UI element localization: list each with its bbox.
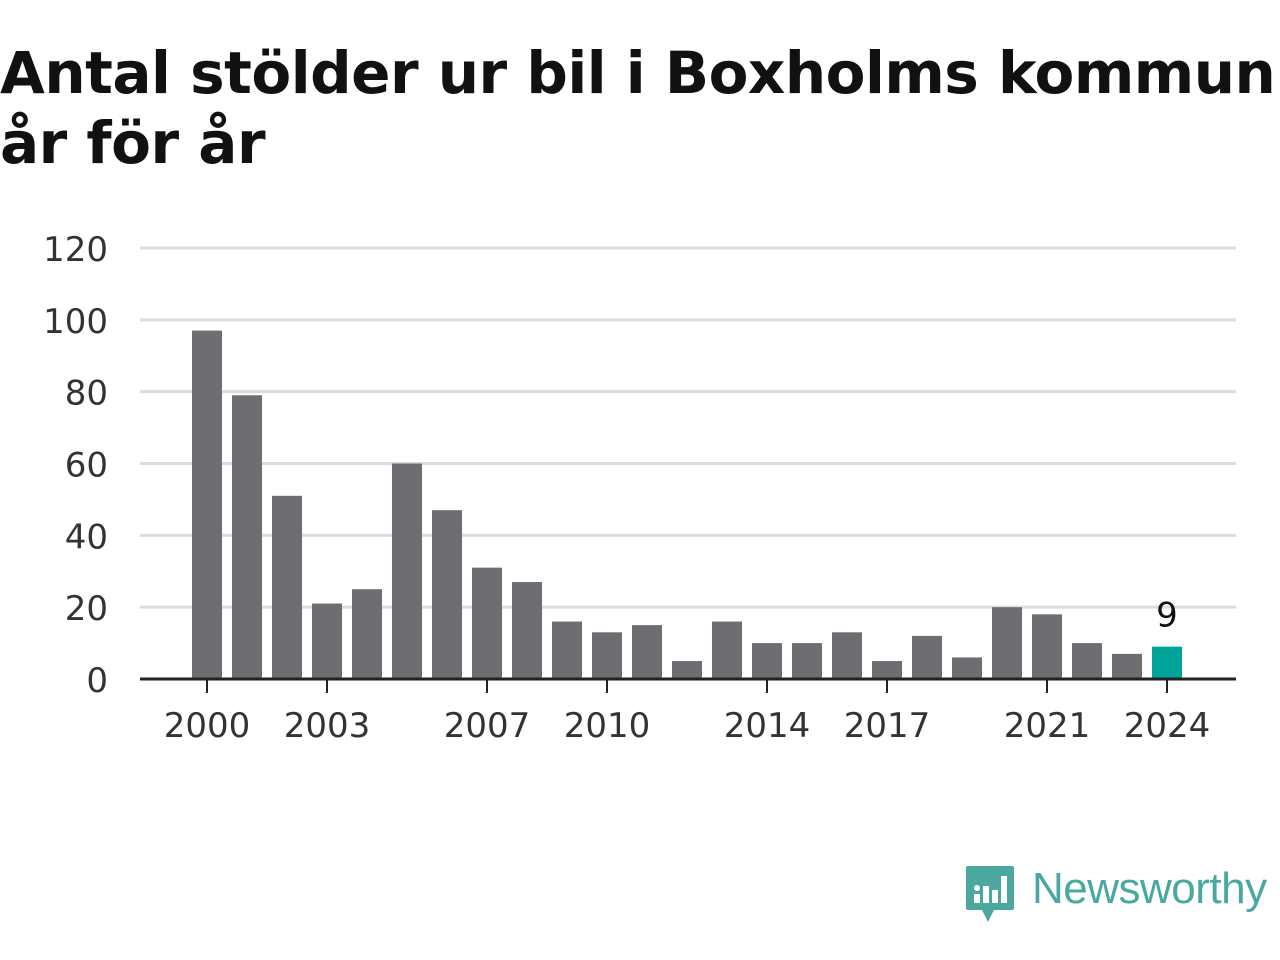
bar-2010 — [592, 632, 622, 679]
brand-logo: Newsworthy — [964, 864, 1267, 928]
bar-2000 — [192, 330, 222, 679]
bar-2019 — [952, 657, 982, 679]
y-tick-label: 80 — [65, 374, 108, 414]
y-tick-label: 120 — [43, 230, 108, 270]
bar-2005 — [392, 463, 422, 679]
brand-name: Newsworthy — [1032, 864, 1267, 913]
y-tick-label: 0 — [86, 661, 108, 701]
y-axis-ticks: 0 20 40 60 80 100 120 — [43, 230, 108, 701]
bar-2017 — [872, 661, 902, 679]
bar-2012 — [672, 661, 702, 679]
newsworthy-logo-icon — [966, 866, 1014, 922]
bar-2008 — [512, 582, 542, 679]
y-tick-label: 100 — [43, 302, 108, 342]
bar-2015 — [792, 643, 822, 679]
chart-title: Antal stölder ur bil i Boxholms kommun å… — [0, 39, 1276, 177]
bar-2023 — [1112, 653, 1142, 679]
bar-2006 — [432, 510, 462, 679]
bar-2016 — [832, 632, 862, 679]
x-axis-ticks: 2000 2003 2007 2010 2014 2017 2021 2024 — [164, 679, 1211, 746]
data-label-2024: 9 — [1156, 596, 1178, 636]
x-tick-label: 2007 — [444, 706, 531, 746]
bar-2001 — [232, 395, 262, 679]
bar-2018 — [912, 635, 942, 679]
bar-2009 — [552, 621, 582, 679]
y-tick-label: 40 — [65, 517, 108, 557]
data-labels: 9 — [1156, 596, 1178, 636]
bar-2013 — [712, 621, 742, 679]
x-tick-label: 2024 — [1124, 706, 1211, 746]
bar-2004 — [352, 589, 382, 679]
y-tick-label: 60 — [65, 446, 108, 486]
x-tick-label: 2000 — [164, 706, 251, 746]
bar-2024 — [1152, 646, 1182, 679]
bar-2020 — [992, 607, 1022, 679]
x-tick-label: 2017 — [844, 706, 931, 746]
y-tick-label: 20 — [65, 589, 108, 629]
bar-2011 — [632, 625, 662, 679]
bar-2014 — [752, 643, 782, 679]
x-tick-label: 2010 — [564, 706, 651, 746]
x-tick-label: 2003 — [284, 706, 371, 746]
bar-2003 — [312, 603, 342, 679]
bar-2021 — [1032, 614, 1062, 679]
bars — [192, 330, 1182, 679]
bar-2022 — [1072, 643, 1102, 679]
x-tick-label: 2021 — [1004, 706, 1091, 746]
gridlines — [140, 246, 1236, 609]
bar-2007 — [472, 567, 502, 679]
bar-2002 — [272, 495, 302, 679]
x-tick-label: 2014 — [724, 706, 811, 746]
